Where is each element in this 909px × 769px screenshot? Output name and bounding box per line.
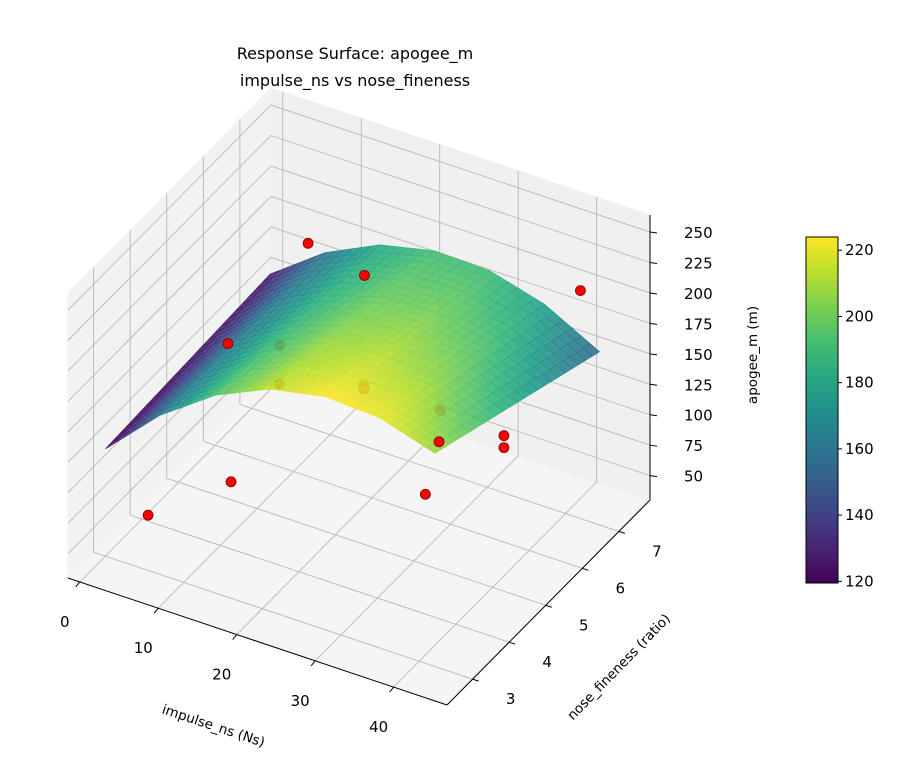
colorbar-tick-label: 220 — [845, 241, 874, 259]
z-tick — [649, 231, 658, 234]
x-tick — [389, 686, 395, 693]
x-tick-label: 20 — [212, 666, 231, 684]
y-tick-label: 4 — [542, 653, 552, 671]
grid-line — [67, 256, 272, 463]
z-tick-label: 225 — [684, 255, 713, 273]
y-tick-label: 6 — [616, 579, 626, 597]
z-tick-label: 250 — [684, 224, 713, 242]
grid-line — [166, 477, 546, 606]
y-axis-line — [446, 499, 651, 706]
colorbar-tick-label: 160 — [845, 440, 874, 458]
z-tick-label: 200 — [684, 285, 713, 303]
data-point — [575, 285, 586, 297]
z-tick — [649, 292, 658, 295]
y-tick — [545, 604, 552, 608]
z-tick — [649, 383, 658, 386]
colorbar-tick-label: 140 — [845, 506, 874, 524]
x-tick-label: 0 — [60, 613, 70, 631]
y-tick — [618, 530, 626, 534]
z-tick — [649, 475, 658, 478]
data-point — [142, 509, 154, 521]
colorbar-tick-label: 120 — [845, 572, 874, 590]
x-tick-label: 10 — [134, 639, 153, 657]
grid-line — [130, 514, 510, 643]
y-tick — [472, 678, 479, 682]
data-point — [359, 270, 370, 281]
grid-line — [67, 226, 272, 433]
y-tick-label: 3 — [506, 690, 516, 708]
y-tick — [582, 567, 589, 571]
surface-mesh — [105, 244, 601, 454]
surface-patch — [425, 442, 443, 454]
z-tick — [649, 322, 658, 325]
z-tick-label: 150 — [684, 346, 713, 364]
data-point — [498, 430, 510, 442]
tick-labels: 0 10 20 30 40 3 4 5 6 7 50 75 100 125 150 175 200 225 250 — [60, 224, 713, 736]
z-tick-label: 50 — [684, 468, 703, 486]
data-point — [498, 442, 510, 454]
data-point — [419, 488, 431, 500]
grid-line — [393, 481, 597, 688]
data-point — [222, 338, 234, 350]
x-tick-label: 30 — [291, 692, 310, 710]
colorbar-tick-label: 200 — [845, 307, 874, 325]
z-tick-label: 100 — [684, 407, 713, 425]
grid-line — [239, 403, 620, 532]
grid-line — [203, 440, 583, 569]
z-tick — [649, 353, 658, 356]
chart-subtitle: impulse_ns vs nose_fineness — [240, 71, 470, 91]
y-tick — [509, 641, 516, 645]
z-tick-label: 125 — [684, 376, 713, 394]
z-tick-label: 175 — [684, 315, 713, 333]
grid-line — [236, 429, 441, 635]
y-tick-label: 5 — [579, 616, 589, 634]
z-tick — [649, 262, 658, 264]
data-point — [433, 436, 445, 448]
grid-line — [157, 402, 362, 609]
grid-line — [270, 104, 651, 233]
grid-line — [270, 135, 651, 263]
x-tick — [75, 581, 81, 588]
x-axis-label: impulse_ns (Ns) — [160, 702, 267, 751]
grid-line — [314, 455, 519, 662]
z-tick — [649, 444, 658, 447]
grid-line — [67, 165, 272, 372]
z-axis-label: apogee_m (m) — [745, 306, 761, 404]
z-tick-label: 75 — [684, 437, 703, 455]
grid-line — [67, 135, 272, 341]
colorbar — [805, 236, 839, 584]
x-axis-line — [67, 577, 448, 706]
y-tick-label: 7 — [652, 542, 662, 560]
x-tick — [310, 660, 316, 667]
grid-line — [270, 165, 651, 294]
data-point — [225, 476, 237, 488]
colorbar-ticks: 120 140 160 180 200 220 — [838, 241, 874, 590]
grid-line — [93, 551, 473, 680]
colorbar-tick-label: 180 — [845, 374, 874, 392]
x-tick — [153, 607, 159, 614]
grid-line — [79, 376, 284, 583]
chart-title: Response Surface: apogee_m — [237, 44, 474, 64]
grid-line — [67, 104, 272, 311]
x-tick — [232, 634, 238, 640]
x-tick-label: 40 — [369, 718, 388, 736]
axis-lines — [67, 215, 658, 706]
scatter-points — [142, 237, 586, 521]
grid-line — [67, 196, 272, 402]
data-point — [302, 237, 314, 249]
z-tick — [649, 414, 658, 417]
